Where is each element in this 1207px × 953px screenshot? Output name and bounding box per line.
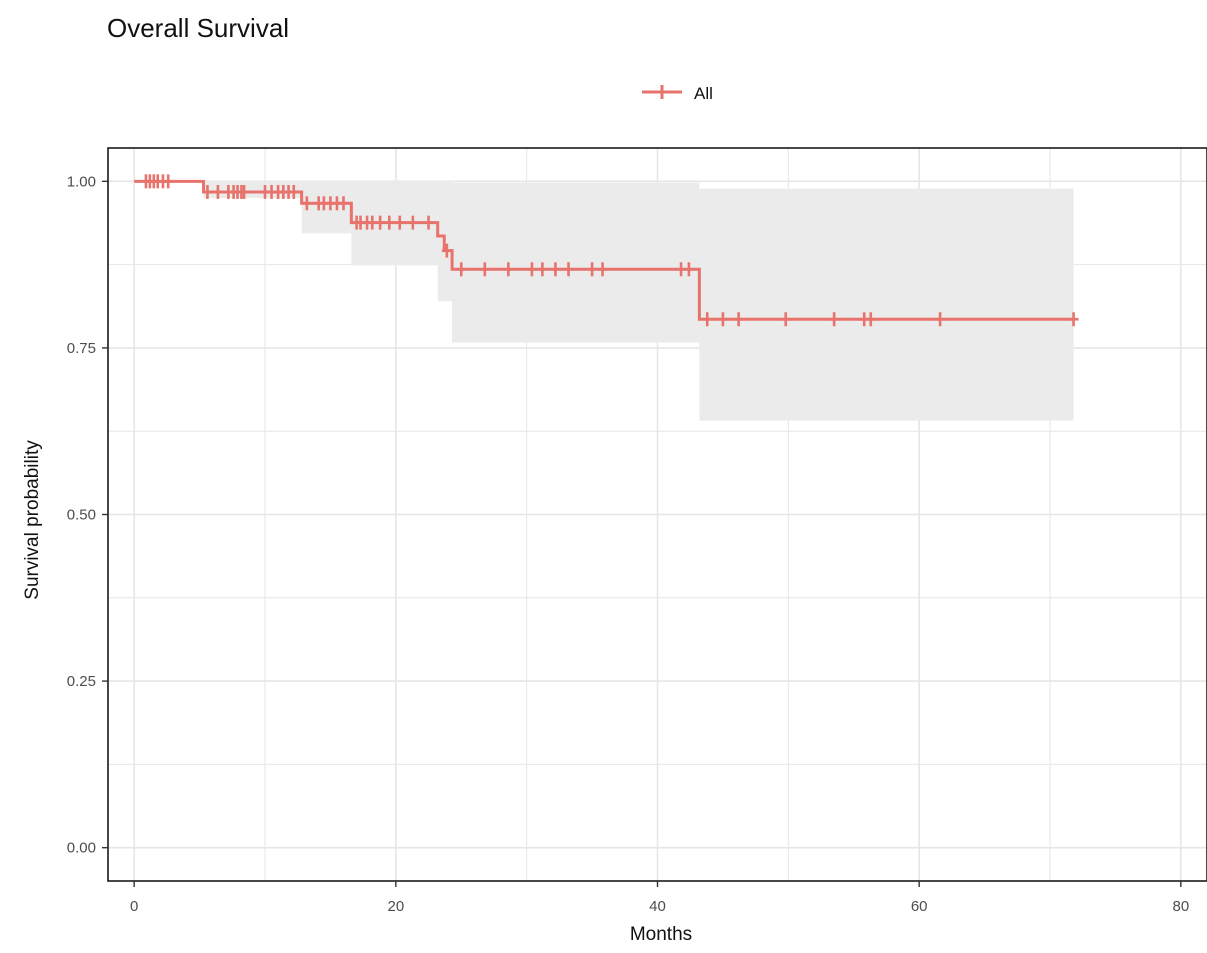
y-tick-label: 0.25 xyxy=(67,673,96,690)
x-tick-label: 20 xyxy=(387,898,404,915)
legend-label: All xyxy=(694,84,713,103)
y-axis-title: Survival probability xyxy=(22,440,43,600)
y-tick-label: 0.00 xyxy=(67,840,96,857)
chart-title: Overall Survival xyxy=(107,13,289,43)
y-tick-label: 0.75 xyxy=(67,340,96,357)
censor-marks xyxy=(140,174,1079,327)
y-tick-label: 1.00 xyxy=(67,173,96,190)
legend: All xyxy=(642,84,713,103)
ci-block xyxy=(452,182,700,343)
confidence-band xyxy=(203,181,1074,421)
x-axis-title: Months xyxy=(630,924,692,945)
x-tick-label: 60 xyxy=(911,898,928,915)
x-tick-label: 80 xyxy=(1172,898,1189,915)
x-tick-label: 40 xyxy=(649,898,666,915)
x-tick-label: 0 xyxy=(130,898,138,915)
y-tick-label: 0.50 xyxy=(67,507,96,524)
survival-step-line xyxy=(134,179,1074,321)
axes: 0 20 40 60 80 0.00 0.25 0.50 0.75 1.00 xyxy=(67,173,1189,915)
ci-block xyxy=(699,188,1074,421)
survival-curve xyxy=(134,179,1074,321)
